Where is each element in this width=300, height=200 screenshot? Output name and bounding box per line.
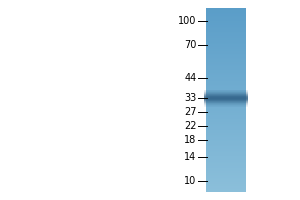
Text: 33: 33 — [184, 93, 196, 103]
Text: 70: 70 — [184, 40, 196, 50]
Text: 100: 100 — [178, 16, 196, 26]
Text: 18: 18 — [184, 135, 196, 145]
Text: 44: 44 — [184, 73, 196, 83]
Text: 22: 22 — [184, 121, 197, 131]
Text: 27: 27 — [184, 107, 197, 117]
Text: 10: 10 — [184, 176, 196, 186]
Text: 14: 14 — [184, 152, 196, 162]
